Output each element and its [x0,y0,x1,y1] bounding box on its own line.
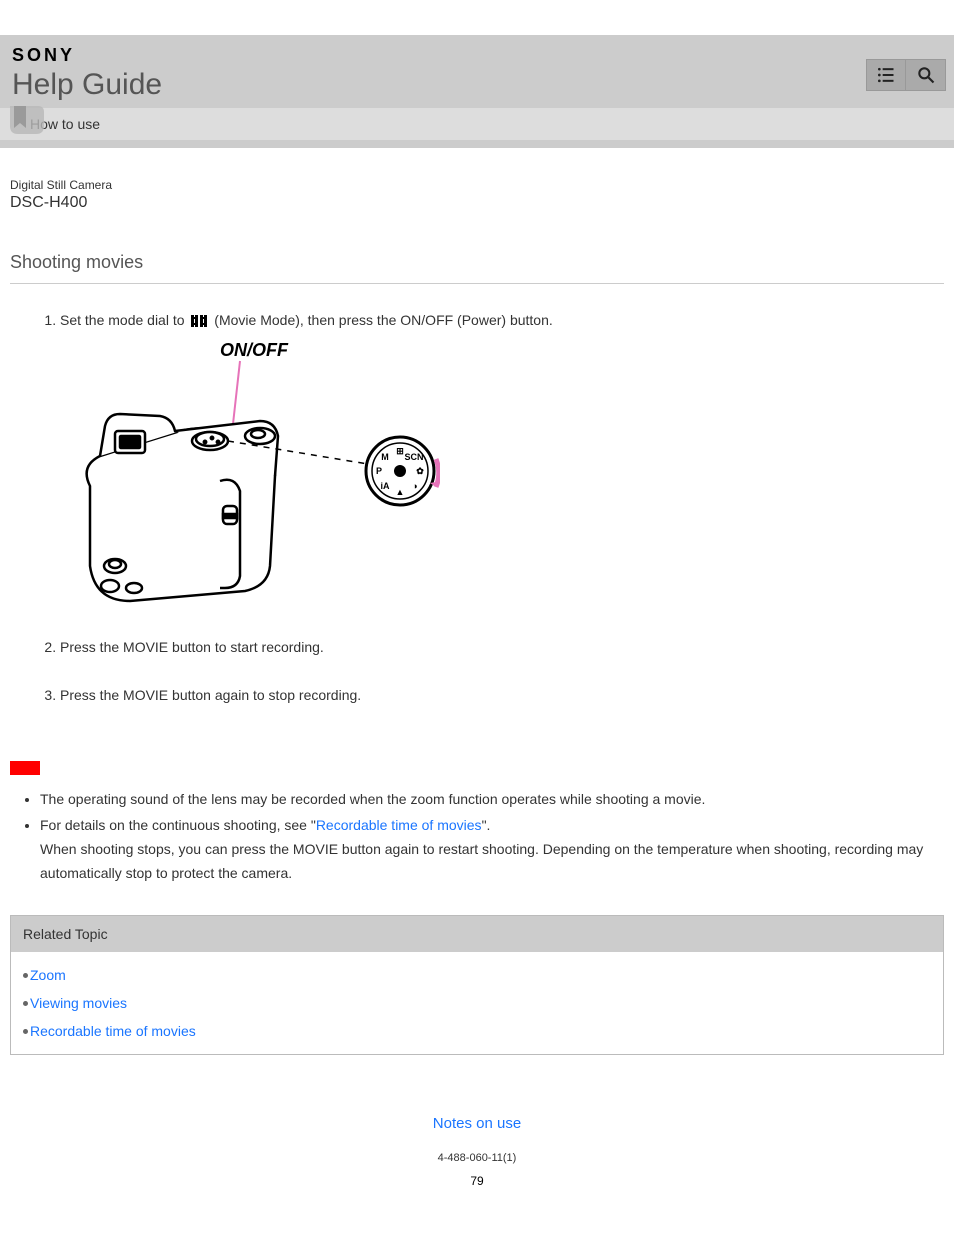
divider-bar [0,140,954,148]
step-1: Set the mode dial to (Movie Mode), then … [60,309,944,616]
movie-mode-icon [190,314,208,328]
camera-illustration: ON/OFF [60,336,944,616]
footer: Notes on use 4-488-060-11(1) 79 [10,1115,944,1218]
note-2-line2: When shooting stops, you can press the M… [40,841,923,881]
svg-text:P: P [376,466,382,476]
related-link-recordable-time[interactable]: Recordable time of movies [30,1023,196,1039]
step-1-text-post: (Movie Mode), then press the ON/OFF (Pow… [210,312,552,328]
related-topic-box: Related Topic Zoom Viewing movies Record… [10,915,944,1055]
notes-on-use-link[interactable]: Notes on use [10,1115,944,1132]
list-icon [876,65,896,85]
search-icon [916,65,936,85]
notes-list: The operating sound of the lens may be r… [40,788,944,885]
sony-logo: SONY [12,45,942,66]
note-label [10,761,40,775]
svg-text:⊞: ⊞ [396,446,404,456]
bullet-icon [23,1001,28,1006]
toc-icon-button[interactable] [866,59,906,91]
document-number: 4-488-060-11(1) [10,1152,944,1164]
note-2: For details on the continuous shooting, … [40,814,944,885]
related-topic-header: Related Topic [11,916,943,952]
svg-text:◑: ◑ [412,481,417,491]
page-number: 79 [10,1174,944,1188]
svg-text:M: M [381,452,389,462]
search-icon-button[interactable] [906,59,946,91]
bullet-icon [23,1029,28,1034]
product-model: DSC-H400 [10,194,944,212]
help-guide-title: Help Guide [12,68,942,108]
product-type: Digital Still Camera [10,178,944,192]
step-1-text-pre: Set the mode dial to [60,312,188,328]
note-2-pre: For details on the continuous shooting, … [40,817,316,833]
related-link-zoom[interactable]: Zoom [30,967,66,983]
related-item: Recordable time of movies [23,1023,931,1039]
related-item: Viewing movies [23,995,931,1011]
related-topic-body: Zoom Viewing movies Recordable time of m… [11,952,943,1054]
svg-text:▲: ▲ [396,487,405,497]
recordable-time-link-inline[interactable]: Recordable time of movies [316,817,482,833]
bullet-icon [23,973,28,978]
step-3: Press the MOVIE button again to stop rec… [60,684,944,706]
onoff-label: ON/OFF [220,340,289,360]
breadcrumb-bar: How to use [0,108,954,140]
note-1: The operating sound of the lens may be r… [40,788,944,812]
related-item: Zoom [23,967,931,983]
main-content: Digital Still Camera DSC-H400 Shooting m… [0,148,954,1218]
svg-text:SCN: SCN [404,452,423,462]
step-2: Press the MOVIE button to start recordin… [60,636,944,658]
bookmark-tab-icon [8,106,48,136]
note-2-post: ". [482,817,491,833]
header-bar: SONY Help Guide [0,35,954,108]
related-link-viewing-movies[interactable]: Viewing movies [30,995,127,1011]
top-icons [866,59,946,91]
section-title: Shooting movies [10,252,944,284]
svg-text:iA: iA [381,481,391,491]
svg-text:✿: ✿ [416,466,424,476]
step-list: Set the mode dial to (Movie Mode), then … [60,309,944,706]
